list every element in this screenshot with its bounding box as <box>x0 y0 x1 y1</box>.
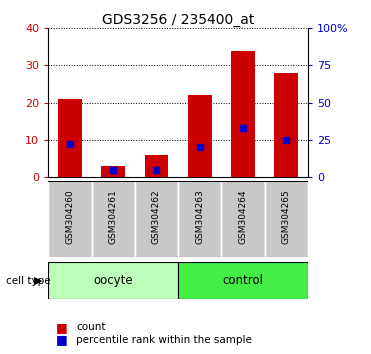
Bar <box>265 181 308 257</box>
Text: count: count <box>76 322 106 332</box>
Point <box>240 125 246 131</box>
Bar <box>58 99 82 177</box>
Text: GSM304264: GSM304264 <box>239 190 247 244</box>
Text: ■: ■ <box>56 321 68 334</box>
Point <box>283 137 289 143</box>
Text: GSM304261: GSM304261 <box>109 190 118 245</box>
Bar <box>275 73 298 177</box>
Point <box>197 144 203 150</box>
Text: ■: ■ <box>56 333 68 346</box>
Text: ▶: ▶ <box>34 275 43 286</box>
Text: oocyte: oocyte <box>93 274 133 287</box>
Bar <box>188 95 211 177</box>
Bar <box>92 181 135 257</box>
Bar <box>48 181 92 257</box>
Text: GSM304265: GSM304265 <box>282 190 291 245</box>
Text: GSM304260: GSM304260 <box>65 190 74 245</box>
Bar <box>145 155 168 177</box>
Bar <box>135 181 178 257</box>
Bar <box>221 181 265 257</box>
Point <box>110 167 116 172</box>
Text: GSM304263: GSM304263 <box>195 190 204 245</box>
Text: control: control <box>223 274 263 287</box>
Bar <box>101 166 125 177</box>
Point <box>67 142 73 147</box>
Bar <box>178 262 308 299</box>
Bar <box>178 181 221 257</box>
Text: GSM304262: GSM304262 <box>152 190 161 244</box>
Text: cell type: cell type <box>6 275 50 286</box>
Bar <box>48 262 178 299</box>
Point <box>154 167 160 172</box>
Bar <box>231 51 255 177</box>
Text: percentile rank within the sample: percentile rank within the sample <box>76 335 252 345</box>
Title: GDS3256 / 235400_at: GDS3256 / 235400_at <box>102 13 254 27</box>
